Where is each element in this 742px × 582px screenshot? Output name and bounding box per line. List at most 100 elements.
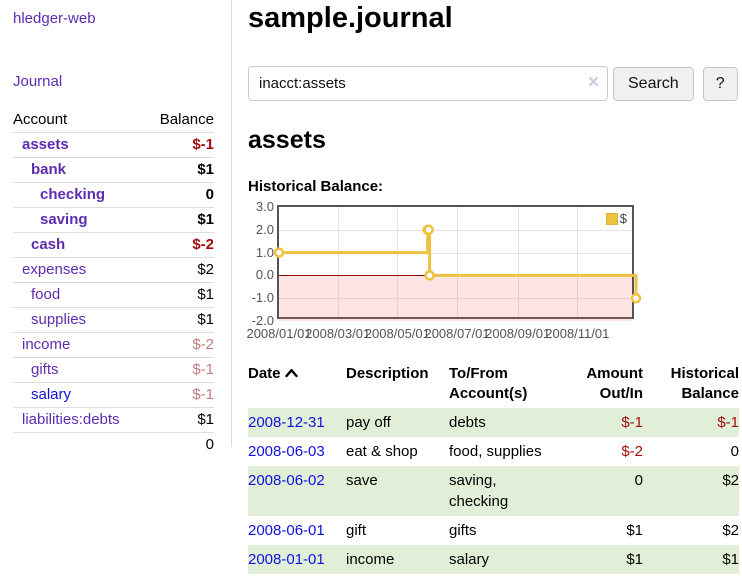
transaction-amount: $-1 [621,414,643,431]
series-line [279,228,638,299]
register-table: Date Description To/From Account(s) Amou… [248,362,739,574]
account-link[interactable]: checking [40,186,106,203]
y-axis-labels: 3.0 2.0 1.0 0.0 -1.0 -2.0 [248,199,274,328]
sort-asc-icon [284,364,298,384]
account-balance: $-2 [146,232,214,258]
account-row-cash: cash $-2 [13,232,214,258]
account-balance: $-1 [146,382,214,408]
vgrid [337,207,339,317]
transaction-balance: $2 [722,522,739,539]
search-input[interactable] [248,66,608,101]
register-col-description: Description [346,365,429,382]
account-balance: $1 [146,207,214,233]
register-header-row: Date Description To/From Account(s) Amou… [248,362,739,408]
register-col-balance: Historical Balance [670,365,739,402]
transaction-row[interactable]: 2008-06-03 eat & shop food, supplies $-2… [248,437,739,466]
x-tick-label: 2008/03/01 [305,326,371,341]
transaction-date-link[interactable]: 2008-12-31 [248,414,325,431]
transaction-accounts: gifts [449,522,477,539]
y-tick-label: 2.0 [255,221,274,237]
account-link[interactable]: salary [31,386,72,403]
data-point-marker [423,224,434,236]
account-balance: $1 [146,282,214,308]
vgrid [397,207,399,317]
transaction-balance: $-1 [717,414,739,431]
accounts-total: 0 [146,432,214,457]
register-col-date[interactable]: Date [248,362,346,408]
transaction-description: save [346,472,378,489]
legend-swatch [605,212,618,225]
accounts-col-account: Account [13,107,147,133]
account-link[interactable]: liabilities:debts [22,411,120,428]
hgrid [279,252,632,254]
transaction-description: gift [346,522,367,539]
chart-plot-area: $ [273,205,642,321]
account-row-saving: saving $1 [13,207,214,233]
vgrid [577,207,579,317]
vgrid [457,207,458,317]
account-link[interactable]: expenses [22,261,87,278]
account-row-bank: bank $1 [13,157,214,183]
account-link[interactable]: saving [40,211,88,228]
account-row-supplies: supplies $1 [13,307,214,333]
clear-search-icon[interactable]: × [587,72,599,93]
account-link[interactable]: food [31,286,61,303]
account-balance: 0 [146,182,214,208]
brand-link[interactable]: hledger-web [13,10,96,27]
transaction-description: eat & shop [346,443,418,460]
account-row-checking: checking 0 [13,182,214,208]
negzone [279,275,632,321]
transaction-amount: $-2 [621,443,643,460]
sidebar-item-journal[interactable]: Journal [13,73,63,90]
y-tick-label: -1.0 [251,290,274,306]
account-row-salary: salary $-1 [13,382,214,408]
transaction-amount: 0 [634,472,643,489]
data-point-marker [273,247,285,258]
transaction-row[interactable]: 2008-06-01 gift gifts $1 $2 [248,516,739,545]
y-tick-label: 0.0 [255,267,274,283]
chart-legend: $ [603,210,629,227]
account-link[interactable]: income [22,336,71,353]
account-balance: $1 [146,307,214,333]
account-row-gifts: gifts $-1 [13,357,214,383]
x-tick-label: 2008/11/01 [545,326,610,341]
transaction-row[interactable]: 2008-12-31 pay off debts $-1 $-1 [248,408,739,437]
transaction-description: income [346,551,395,568]
transaction-date-link[interactable]: 2008-01-01 [248,551,325,568]
transaction-amount: $1 [626,522,643,539]
account-link[interactable]: cash [31,236,66,253]
account-link[interactable]: supplies [31,311,87,328]
x-tick-label: 2008/09/01 [485,326,551,341]
y-tick-label: -2.0 [251,313,274,328]
account-row-assets: assets $-1 [13,132,214,158]
accounts-col-balance: Balance [146,107,214,133]
account-balance: $-2 [146,332,214,358]
transaction-date-link[interactable]: 2008-06-02 [248,472,325,489]
legend-label: $ [619,211,627,226]
transaction-row[interactable]: 2008-06-02 save saving, checking 0 $2 [248,466,739,516]
search-form: × Search ? [248,66,742,101]
transaction-description: pay off [346,414,391,431]
account-link[interactable]: assets [22,136,69,153]
chart-title: Historical Balance: [248,178,384,195]
account-balance: $1 [146,407,214,433]
transaction-row[interactable]: 2008-01-01 income salary $1 $1 [248,545,739,574]
account-row-expenses: expenses $2 [13,257,214,283]
transaction-accounts: salary [449,551,490,568]
transaction-date-link[interactable]: 2008-06-01 [248,522,325,539]
transaction-date-link[interactable]: 2008-06-03 [248,443,325,460]
account-link[interactable]: bank [31,161,67,178]
x-tick-label: 2008/05/01 [364,326,430,341]
help-button[interactable]: ? [702,66,738,101]
transaction-accounts: food, supplies [449,443,542,460]
transaction-balance: 0 [730,443,739,460]
account-balance: $1 [146,157,214,183]
accounts-total-row: 0 [13,432,214,457]
account-link[interactable]: gifts [31,361,59,378]
account-section-title: assets [248,126,326,154]
search-button[interactable]: Search [613,66,694,101]
account-balance: $-1 [146,357,214,383]
hgrid [279,298,632,300]
page-title: sample.journal [248,2,453,34]
